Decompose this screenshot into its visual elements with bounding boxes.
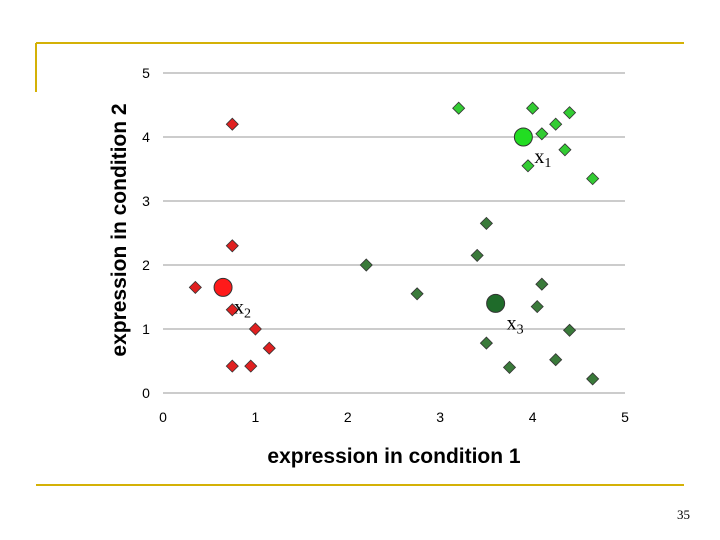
y-tick-label: 3 (142, 193, 150, 209)
y-tick-label: 4 (142, 129, 150, 145)
cluster-3-point (410, 287, 424, 301)
y-axis-title: expression in condition 2 (108, 103, 131, 356)
cluster-1-point (549, 117, 563, 131)
x-axis-title: expression in condition 1 (267, 445, 521, 468)
centroid-1-marker (513, 127, 533, 147)
cluster-1-point (521, 159, 535, 173)
cluster-2-point (188, 280, 202, 294)
cluster-1-point (558, 143, 572, 157)
cluster-3-point (549, 353, 563, 367)
cluster-1-point (526, 101, 540, 115)
cluster-2-point (225, 117, 239, 131)
cluster-2-point (225, 303, 239, 317)
centroid-3-label: x3 (507, 312, 524, 337)
x-tick-label: 5 (621, 409, 629, 425)
cluster-3-point (530, 300, 544, 314)
cluster-3-point (535, 277, 549, 291)
page-number: 35 (677, 507, 690, 522)
cluster-3-point (586, 372, 600, 386)
y-tick-label: 1 (142, 321, 150, 337)
gridlines (163, 72, 625, 394)
cluster-3-point (502, 360, 517, 374)
x-tick-label: 0 (159, 409, 167, 425)
cluster-2-point (225, 239, 239, 253)
data-points (188, 101, 600, 386)
centroid-2-marker (213, 277, 233, 297)
centroid-2-label: x2 (234, 296, 251, 321)
centroids: x1 x2 x3 (213, 127, 551, 337)
cluster-3-point (359, 258, 373, 272)
cluster-1-point (452, 101, 466, 115)
cluster-2-point (248, 322, 262, 336)
cluster-2-point (244, 359, 258, 373)
x-tick-label: 4 (529, 409, 537, 425)
centroid-1-label: x1 (534, 146, 551, 171)
y-tick-label: 0 (142, 385, 150, 401)
cluster-2-point (262, 341, 276, 355)
x-tick-labels: 0 1 2 3 4 5 (159, 409, 629, 425)
cluster-3-point (479, 216, 493, 230)
cluster-3-point (470, 248, 484, 262)
cluster-3-point (479, 336, 493, 350)
y-tick-label: 5 (142, 65, 150, 81)
centroid-3-marker (486, 293, 506, 313)
cluster-2-point (225, 359, 239, 373)
cluster-1-point (586, 172, 600, 186)
y-tick-label: 2 (142, 257, 150, 273)
cluster-1-point (562, 106, 577, 120)
cluster-1-point (535, 127, 549, 141)
x-tick-label: 2 (344, 409, 352, 425)
cluster-3-point (562, 323, 577, 337)
slide-frame (35, 42, 684, 486)
x-tick-label: 3 (436, 409, 444, 425)
x-tick-label: 1 (252, 409, 260, 425)
y-tick-labels: 0 1 2 3 4 5 (142, 65, 150, 401)
